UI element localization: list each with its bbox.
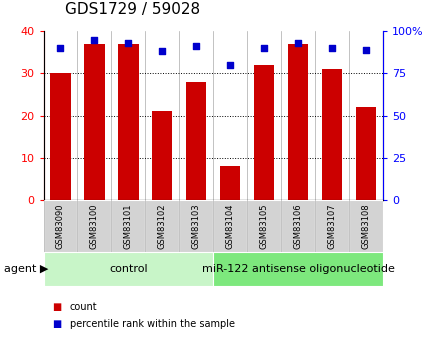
- Text: GSM83106: GSM83106: [293, 203, 302, 249]
- Point: [260, 45, 267, 51]
- Bar: [280, 200, 314, 252]
- Text: count: count: [69, 302, 97, 312]
- Bar: [253, 65, 273, 200]
- Text: control: control: [109, 264, 147, 274]
- Text: agent ▶: agent ▶: [4, 264, 49, 274]
- Bar: [50, 73, 70, 200]
- Point: [328, 45, 335, 51]
- Bar: [355, 107, 375, 200]
- Text: GSM83108: GSM83108: [361, 203, 369, 249]
- Point: [192, 43, 199, 49]
- Bar: [213, 200, 247, 252]
- Text: GSM83104: GSM83104: [225, 203, 234, 249]
- Text: GSM83103: GSM83103: [191, 203, 200, 249]
- Text: GSM83100: GSM83100: [90, 203, 99, 249]
- Bar: [152, 111, 172, 200]
- Bar: [314, 200, 348, 252]
- Bar: [287, 44, 307, 200]
- Bar: [321, 69, 341, 200]
- Bar: [179, 200, 213, 252]
- Text: GSM83105: GSM83105: [259, 203, 268, 249]
- Point: [294, 40, 301, 46]
- Bar: [247, 200, 280, 252]
- Point: [91, 37, 98, 42]
- Text: GDS1729 / 59028: GDS1729 / 59028: [65, 2, 200, 17]
- Bar: [84, 44, 104, 200]
- Text: percentile rank within the sample: percentile rank within the sample: [69, 319, 234, 329]
- Bar: [43, 252, 213, 286]
- Bar: [43, 200, 77, 252]
- Text: GSM83090: GSM83090: [56, 203, 65, 249]
- Point: [125, 40, 132, 46]
- Point: [158, 49, 165, 54]
- Bar: [111, 200, 145, 252]
- Bar: [77, 200, 111, 252]
- Point: [226, 62, 233, 68]
- Bar: [145, 200, 179, 252]
- Bar: [118, 44, 138, 200]
- Point: [362, 47, 368, 52]
- Bar: [213, 252, 382, 286]
- Bar: [186, 82, 206, 200]
- Text: GSM83101: GSM83101: [124, 203, 132, 249]
- Text: ■: ■: [52, 302, 61, 312]
- Text: GSM83107: GSM83107: [327, 203, 335, 249]
- Point: [57, 45, 64, 51]
- Bar: [220, 166, 240, 200]
- Text: GSM83102: GSM83102: [158, 203, 166, 249]
- Bar: [348, 200, 382, 252]
- Text: miR-122 antisense oligonucleotide: miR-122 antisense oligonucleotide: [201, 264, 394, 274]
- Text: ■: ■: [52, 319, 61, 329]
